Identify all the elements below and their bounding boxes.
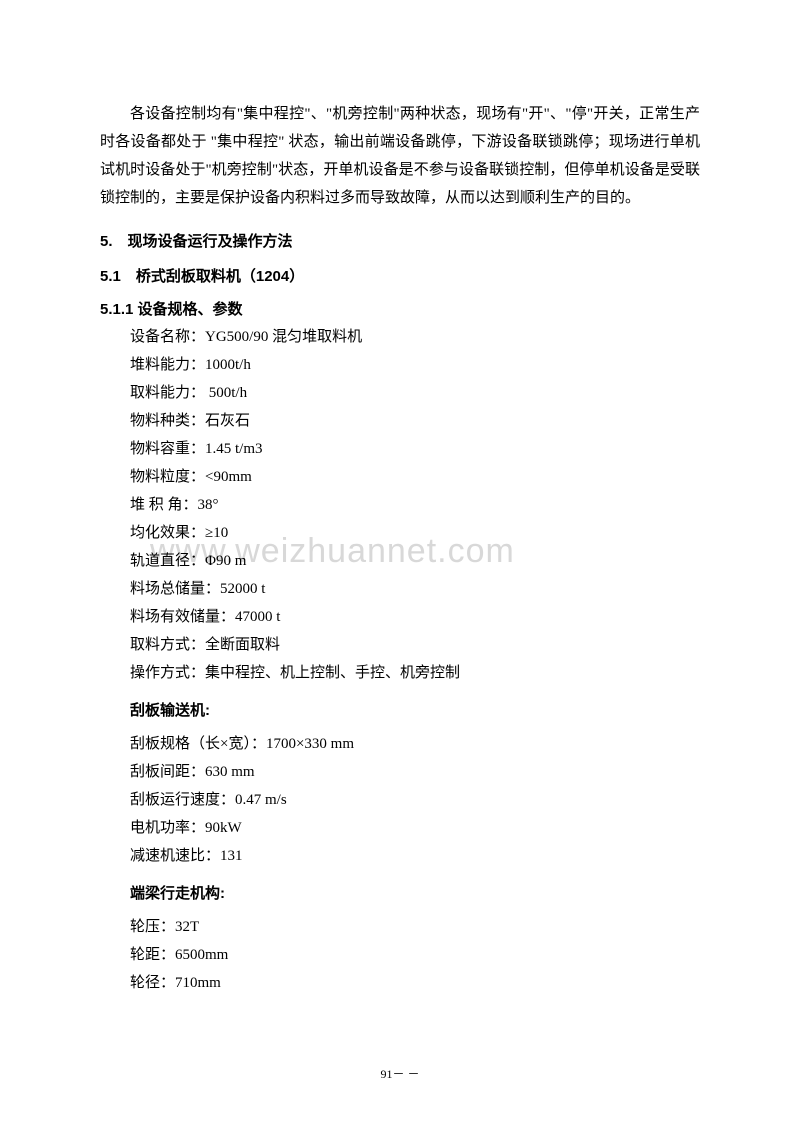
spec-operation: 操作方式：集中程控、机上控制、手控、机旁控制 xyxy=(130,659,700,687)
spec-reclaim-method: 取料方式：全断面取料 xyxy=(130,631,700,659)
spec-stacking: 堆料能力：1000t/h xyxy=(130,351,700,379)
scraper-spec: 刮板规格（长×宽）：1700×330 mm xyxy=(130,730,700,758)
spec-track: 轨道直径：Φ90 m xyxy=(130,547,700,575)
scraper-power: 电机功率：90kW xyxy=(130,814,700,842)
scraper-spacing: 刮板间距：630 mm xyxy=(130,758,700,786)
beam-distance: 轮距：6500mm xyxy=(130,941,700,969)
scraper-speed: 刮板运行速度：0.47 m/s xyxy=(130,786,700,814)
spec-density: 物料容重：1.45 t/m3 xyxy=(130,435,700,463)
spec-effective-storage: 料场有效储量：47000 t xyxy=(130,603,700,631)
spec-particle: 物料粒度：<90mm xyxy=(130,463,700,491)
intro-paragraph: 各设备控制均有"集中程控"、"机旁控制"两种状态，现场有"开"、"停"开关，正常… xyxy=(100,100,700,212)
beam-diameter: 轮径：710mm xyxy=(130,969,700,997)
section-5-heading: 5. 现场设备运行及操作方法 xyxy=(100,230,700,251)
beam-heading: 端梁行走机构: xyxy=(130,882,700,903)
spec-name: 设备名称：YG500/90 混匀堆取料机 xyxy=(130,323,700,351)
spec-material: 物料种类：石灰石 xyxy=(130,407,700,435)
spec-total-storage: 料场总储量：52000 t xyxy=(130,575,700,603)
scraper-heading: 刮板输送机: xyxy=(130,699,700,720)
page-number: 91－ － xyxy=(0,1065,800,1082)
scraper-ratio: 减速机速比：131 xyxy=(130,842,700,870)
spec-angle: 堆 积 角：38° xyxy=(130,491,700,519)
section-5-1-heading: 5.1 桥式刮板取料机（1204） xyxy=(100,265,700,286)
spec-reclaiming: 取料能力： 500t/h xyxy=(130,379,700,407)
spec-blending: 均化效果：≥10 xyxy=(130,519,700,547)
section-5-1-1-heading: 5.1.1 设备规格、参数 xyxy=(100,298,700,319)
beam-pressure: 轮压：32T xyxy=(130,913,700,941)
